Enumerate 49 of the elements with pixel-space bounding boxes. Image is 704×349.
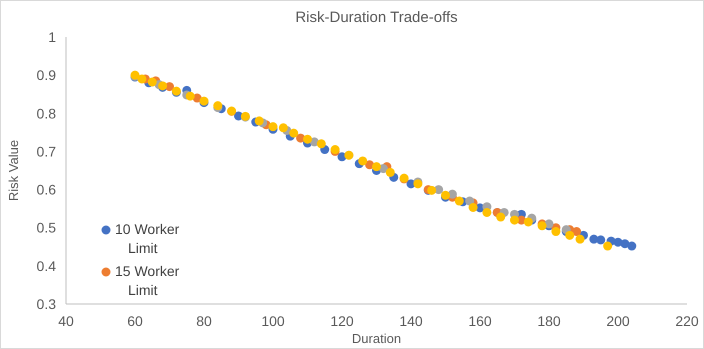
point [303, 134, 312, 144]
point [137, 74, 146, 84]
x-tick-label: 120 [330, 313, 354, 329]
point [603, 242, 612, 251]
y-tick-label: 0.7 [36, 143, 56, 160]
point [278, 123, 288, 132]
y-tick-label: 0.9 [36, 67, 56, 84]
point [565, 230, 574, 240]
point [572, 227, 582, 236]
y-tick-label: 0.8 [36, 105, 56, 122]
x-tick-label: 80 [196, 313, 212, 329]
y-axis-title: Risk Value [6, 140, 21, 202]
y-tick-label: 0.5 [36, 220, 56, 236]
x-axis-title: Duration [352, 331, 402, 346]
point [551, 227, 560, 236]
point [510, 216, 519, 225]
point [268, 122, 278, 132]
x-tick-label: 220 [675, 313, 699, 329]
point [358, 156, 368, 166]
legend-label: 10 Worker Limit [115, 221, 180, 256]
point [254, 116, 264, 126]
x-tick-label: 180 [537, 313, 561, 329]
point [148, 78, 157, 87]
point [289, 128, 298, 138]
point [454, 196, 464, 206]
legend-label: 15 Worker Limit [115, 263, 180, 298]
point [627, 242, 636, 251]
point [576, 234, 585, 244]
y-tick-label: 0.3 [36, 296, 56, 312]
point [372, 162, 381, 172]
point [186, 92, 195, 101]
point [316, 139, 326, 148]
point [468, 203, 478, 212]
point [386, 168, 395, 177]
point [596, 235, 606, 244]
point [482, 208, 492, 217]
x-tick-label: 140 [399, 313, 423, 329]
point [496, 212, 506, 222]
y-tick-label: 0.4 [36, 258, 56, 274]
x-tick-label: 60 [127, 313, 143, 329]
x-tick-label: 100 [261, 313, 285, 329]
y-tick-label: 1 [48, 29, 56, 45]
x-tick-label: 40 [58, 313, 74, 329]
x-tick-label: 200 [606, 313, 630, 329]
point [524, 217, 533, 226]
x-tick-label: 160 [468, 313, 492, 329]
chart-title: Risk-Duration Trade-offs [295, 9, 458, 26]
y-tick-label: 0.6 [36, 182, 56, 198]
point [427, 186, 436, 195]
